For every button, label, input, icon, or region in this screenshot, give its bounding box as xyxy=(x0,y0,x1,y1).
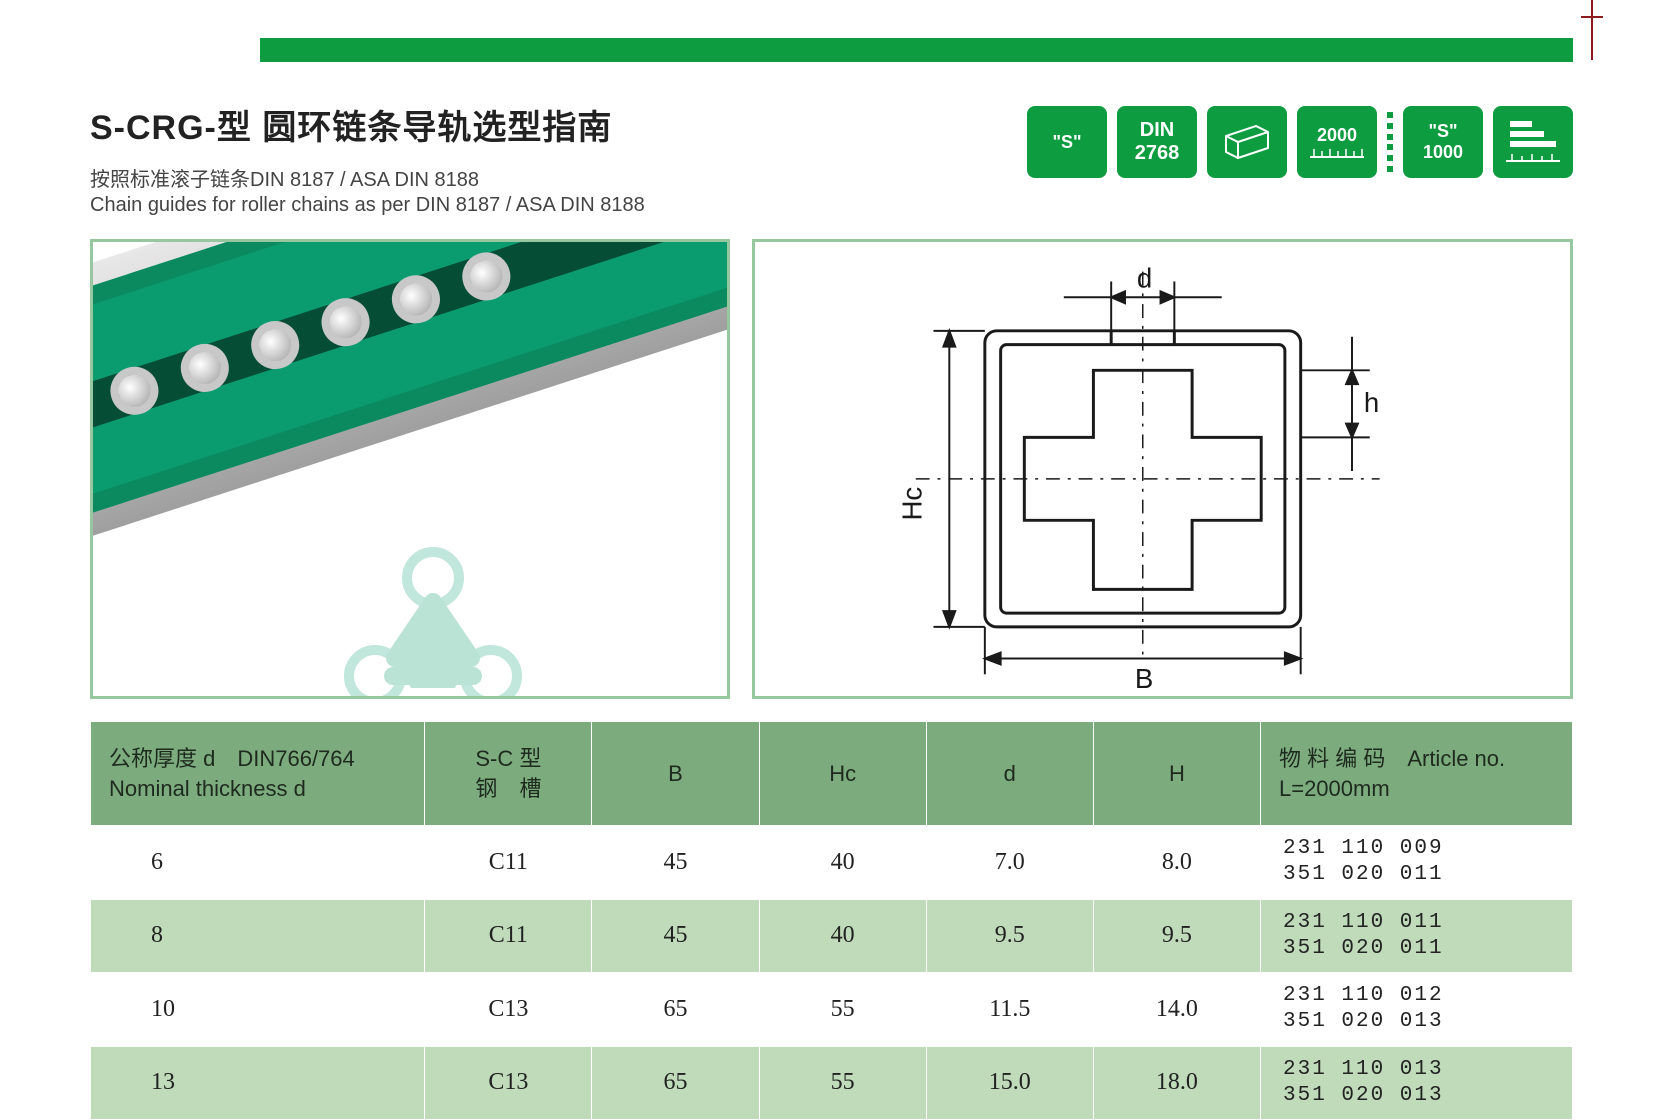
col-Hc: Hc xyxy=(759,722,926,826)
dim-d-label: d xyxy=(1137,262,1152,293)
cell: 14.0 xyxy=(1093,973,1260,1047)
table-row: 6C1145407.08.0231 110 009351 020 011 xyxy=(91,826,1573,900)
cell: 11.5 xyxy=(926,973,1093,1047)
steps-icon xyxy=(1510,121,1556,147)
cell: 8 xyxy=(91,899,425,973)
col-article: 物 料 编 码 Article no.L=2000mm xyxy=(1260,722,1572,826)
badge-separator xyxy=(1387,106,1393,178)
badge-din-label: DIN xyxy=(1140,119,1174,142)
col-d: d xyxy=(926,722,1093,826)
col-nominal: 公称厚度 d DIN766/764Nominal thickness d xyxy=(91,722,425,826)
cell: 231 110 009351 020 011 xyxy=(1260,826,1572,900)
badge-profile-icon xyxy=(1207,106,1287,178)
col-sc: S-C 型钢 槽 xyxy=(425,722,592,826)
technical-drawing-frame: d h Hc xyxy=(752,239,1573,699)
badge-s1000-label2: 1000 xyxy=(1423,142,1463,163)
cell: 9.5 xyxy=(926,899,1093,973)
badge-strip: "S" DIN 2768 2000 xyxy=(1027,106,1573,178)
cell: 55 xyxy=(759,1046,926,1120)
product-render xyxy=(90,239,730,536)
top-accent-bar xyxy=(260,38,1573,62)
cell: 40 xyxy=(759,899,926,973)
technical-drawing: d h Hc xyxy=(755,242,1570,696)
table-row: 13C13655515.018.0231 110 013351 020 013 xyxy=(91,1046,1573,1120)
cell: 65 xyxy=(592,1046,759,1120)
dim-b-label: B xyxy=(1135,663,1153,694)
cell: 18.0 xyxy=(1093,1046,1260,1120)
images-row: d h Hc xyxy=(90,239,1573,699)
cell: 15.0 xyxy=(926,1046,1093,1120)
badge-din2768: DIN 2768 xyxy=(1117,106,1197,178)
spec-table: 公称厚度 d DIN766/764Nominal thickness dS-C … xyxy=(90,721,1573,1120)
spec-table-head: 公称厚度 d DIN766/764Nominal thickness dS-C … xyxy=(91,722,1573,826)
cell: 9.5 xyxy=(1093,899,1260,973)
page-edge-tick xyxy=(1581,16,1603,18)
cell: 10 xyxy=(91,973,425,1047)
cell: 45 xyxy=(592,899,759,973)
spec-table-body: 6C1145407.08.0231 110 009351 020 0118C11… xyxy=(91,826,1573,1120)
cell: 55 xyxy=(759,973,926,1047)
ruler-icon xyxy=(1310,145,1364,159)
table-header-row: 公称厚度 d DIN766/764Nominal thickness dS-C … xyxy=(91,722,1573,826)
cell: C13 xyxy=(425,1046,592,1120)
dim-h-label: h xyxy=(1364,387,1379,418)
table-row: 8C1145409.59.5231 110 011351 020 011 xyxy=(91,899,1573,973)
subtitle-cn: 按照标准滚子链条DIN 8187 / ASA DIN 8188 xyxy=(90,163,645,192)
col-H: H xyxy=(1093,722,1260,826)
page-title: S-CRG-型 圆环链条导轨选型指南 xyxy=(90,100,645,149)
badge-s: "S" xyxy=(1027,106,1107,178)
badge-steps-icon xyxy=(1493,106,1573,178)
cell: 231 110 013351 020 013 xyxy=(1260,1046,1572,1120)
badge-s-label: "S" xyxy=(1052,132,1081,153)
cell: 45 xyxy=(592,826,759,900)
ruler-icon xyxy=(1506,151,1560,163)
cell: 13 xyxy=(91,1046,425,1120)
cell: 65 xyxy=(592,973,759,1047)
badge-s1000-label1: "S" xyxy=(1428,121,1457,142)
cell: C11 xyxy=(425,899,592,973)
profile-icon xyxy=(1222,122,1272,162)
cell: 231 110 012351 020 013 xyxy=(1260,973,1572,1047)
dim-hc-label: Hc xyxy=(897,487,928,521)
badge-s1000: "S" 1000 xyxy=(1403,106,1483,178)
col-B: B xyxy=(592,722,759,826)
cell: 231 110 011351 020 011 xyxy=(1260,899,1572,973)
badge-2000-label: 2000 xyxy=(1317,125,1357,146)
product-photo-frame xyxy=(90,239,730,699)
page-edge-mark xyxy=(1591,0,1593,60)
cell: 6 xyxy=(91,826,425,900)
badge-2000: 2000 xyxy=(1297,106,1377,178)
cell: 40 xyxy=(759,826,926,900)
cell: 8.0 xyxy=(1093,826,1260,900)
badge-din-value: 2768 xyxy=(1135,142,1180,165)
table-row: 10C13655511.514.0231 110 012351 020 013 xyxy=(91,973,1573,1047)
cell: C11 xyxy=(425,826,592,900)
header-row: S-CRG-型 圆环链条导轨选型指南 按照标准滚子链条DIN 8187 / AS… xyxy=(90,100,1573,217)
title-block: S-CRG-型 圆环链条导轨选型指南 按照标准滚子链条DIN 8187 / AS… xyxy=(90,100,645,217)
cell: C13 xyxy=(425,973,592,1047)
subtitle-en: Chain guides for roller chains as per DI… xyxy=(90,194,645,217)
cell: 7.0 xyxy=(926,826,1093,900)
watermark-icon xyxy=(323,538,543,699)
